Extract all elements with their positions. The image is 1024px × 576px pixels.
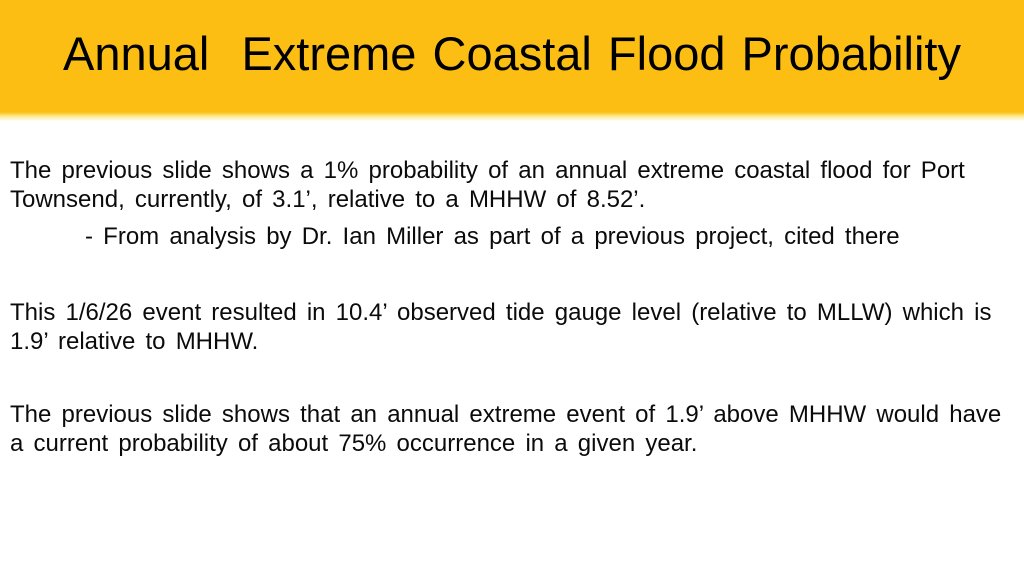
paragraph-occurrence: The previous slide shows that an annual … bbox=[10, 400, 1024, 458]
paragraph-line: a current probability of about 75% occur… bbox=[10, 430, 698, 457]
paragraph-line: Townsend, currently, of 3.1’, relative t… bbox=[10, 186, 646, 213]
slide-title: Annual Extreme Coastal Flood Probability bbox=[63, 27, 961, 80]
paragraph-line: The previous slide shows a 1% probabilit… bbox=[10, 157, 965, 184]
paragraph-tide-gauge: This 1/6/26 event resulted in 10.4’ obse… bbox=[10, 298, 1024, 356]
paragraph-line: 1.9’ relative to MHHW. bbox=[10, 328, 259, 355]
paragraph-line: The previous slide shows that an annual … bbox=[10, 401, 1002, 428]
paragraph-flood-probability: The previous slide shows a 1% probabilit… bbox=[10, 156, 1024, 214]
paragraph-line: This 1/6/26 event resulted in 10.4’ obse… bbox=[10, 299, 992, 326]
citation-line: - From analysis by Dr. Ian Miller as par… bbox=[85, 223, 900, 250]
title-banner bbox=[0, 0, 1024, 121]
slide-body: The previous slide shows a 1% probabilit… bbox=[10, 156, 1024, 458]
